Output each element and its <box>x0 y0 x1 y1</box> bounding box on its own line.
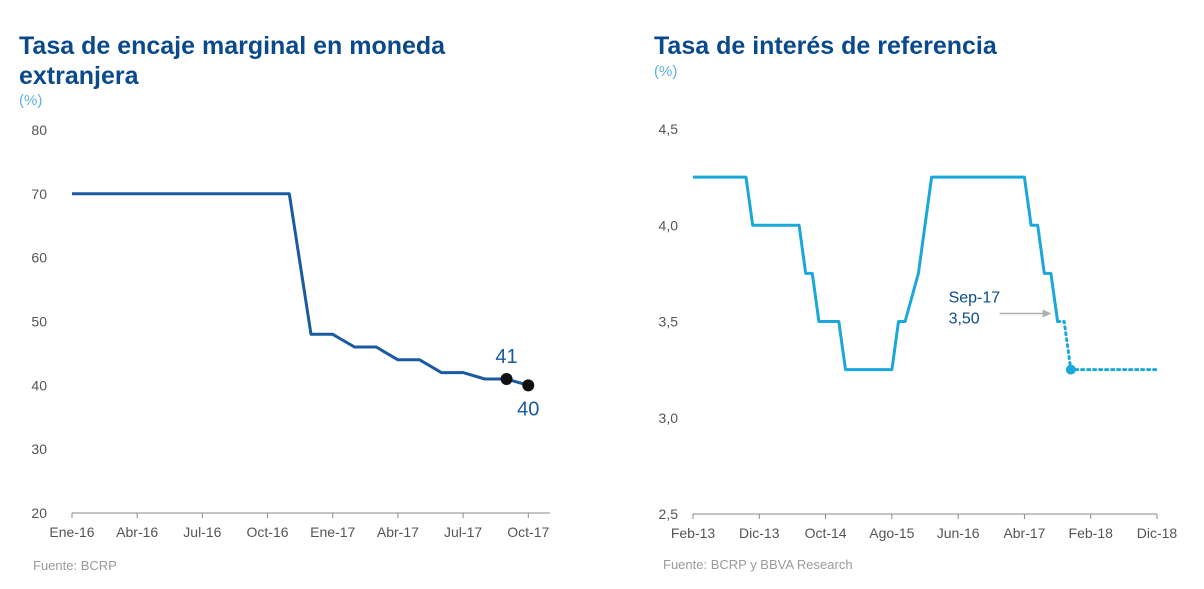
left-chart-title-line1: Tasa de encaje marginal en moneda <box>19 32 446 60</box>
x-tick-label: Oct-17 <box>507 524 549 540</box>
y-tick-label: 20 <box>31 505 47 521</box>
y-tick-label: 3,0 <box>659 410 679 426</box>
forecast-series-line <box>1056 320 1159 372</box>
left-chart-title-line2: extranjera <box>19 62 139 90</box>
annotation-label-value: 3,50 <box>949 311 980 328</box>
x-tick-label: Oct-14 <box>805 525 847 541</box>
y-tick-label: 2,5 <box>659 506 679 522</box>
right-line-chart: 2,5 3,0 3,5 4,0 4,5 Feb-13 Dic-13 Oct-14 Ago-15 J… <box>659 121 1178 541</box>
y-tick-label: 80 <box>31 122 47 138</box>
data-point-marker <box>500 372 513 385</box>
right-chart-panel: Tasa de interés de referencia (%) 2,5 3,0… <box>630 0 1204 589</box>
series-line <box>72 192 529 387</box>
x-tick-label: Jul-16 <box>183 524 221 540</box>
y-tick-label: 4,0 <box>659 217 679 233</box>
x-tick-label: Ene-16 <box>49 524 94 540</box>
left-chart-panel: Tasa de encaje marginal en moneda extran… <box>0 0 600 589</box>
y-tick-label: 3,5 <box>659 314 679 330</box>
x-tick-label: Dic-18 <box>1137 525 1178 541</box>
data-label: 40 <box>517 398 539 420</box>
annotation-arrow-head <box>1042 309 1052 318</box>
left-chart-title: Tasa de encaje marginal en moneda extran… <box>19 31 445 91</box>
data-label: 41 <box>495 346 517 368</box>
left-chart-source: Fuente: BCRP <box>33 558 117 573</box>
x-tick-label: Feb-18 <box>1069 525 1114 541</box>
x-tick-label: Ene-17 <box>310 524 355 540</box>
annotation-label-date: Sep-17 <box>949 290 1001 307</box>
y-tick-label: 4,5 <box>659 121 679 137</box>
y-tick-label: 40 <box>31 377 47 393</box>
right-chart-source: Fuente: BCRP y BBVA Research <box>663 557 853 572</box>
y-tick-label: 30 <box>31 441 47 457</box>
x-tick-label: Abr-16 <box>116 524 158 540</box>
y-tick-label: 60 <box>31 250 47 266</box>
x-tick-label: Feb-13 <box>671 525 716 541</box>
left-line-chart: 20 30 40 50 60 70 80 Ene-16 Abr-16 Jul-16 Oct-16 En… <box>31 122 550 540</box>
x-tick-label: Abr-17 <box>1003 525 1045 541</box>
data-point-marker <box>522 379 535 392</box>
data-point-marker <box>1065 364 1076 375</box>
x-tick-label: Oct-16 <box>247 524 289 540</box>
x-tick-label: Ago-15 <box>869 525 914 541</box>
x-tick-label: Jun-16 <box>937 525 980 541</box>
x-tick-label: Abr-17 <box>377 524 419 540</box>
x-tick-label: Jul-17 <box>444 524 482 540</box>
right-chart-unit: (%) <box>654 63 678 80</box>
right-chart-title: Tasa de interés de referencia <box>654 32 997 60</box>
y-tick-label: 50 <box>31 314 47 330</box>
x-tick-label: Dic-13 <box>739 525 780 541</box>
left-chart-unit: (%) <box>19 92 43 109</box>
y-tick-label: 70 <box>31 186 47 202</box>
series-line <box>693 175 1060 372</box>
